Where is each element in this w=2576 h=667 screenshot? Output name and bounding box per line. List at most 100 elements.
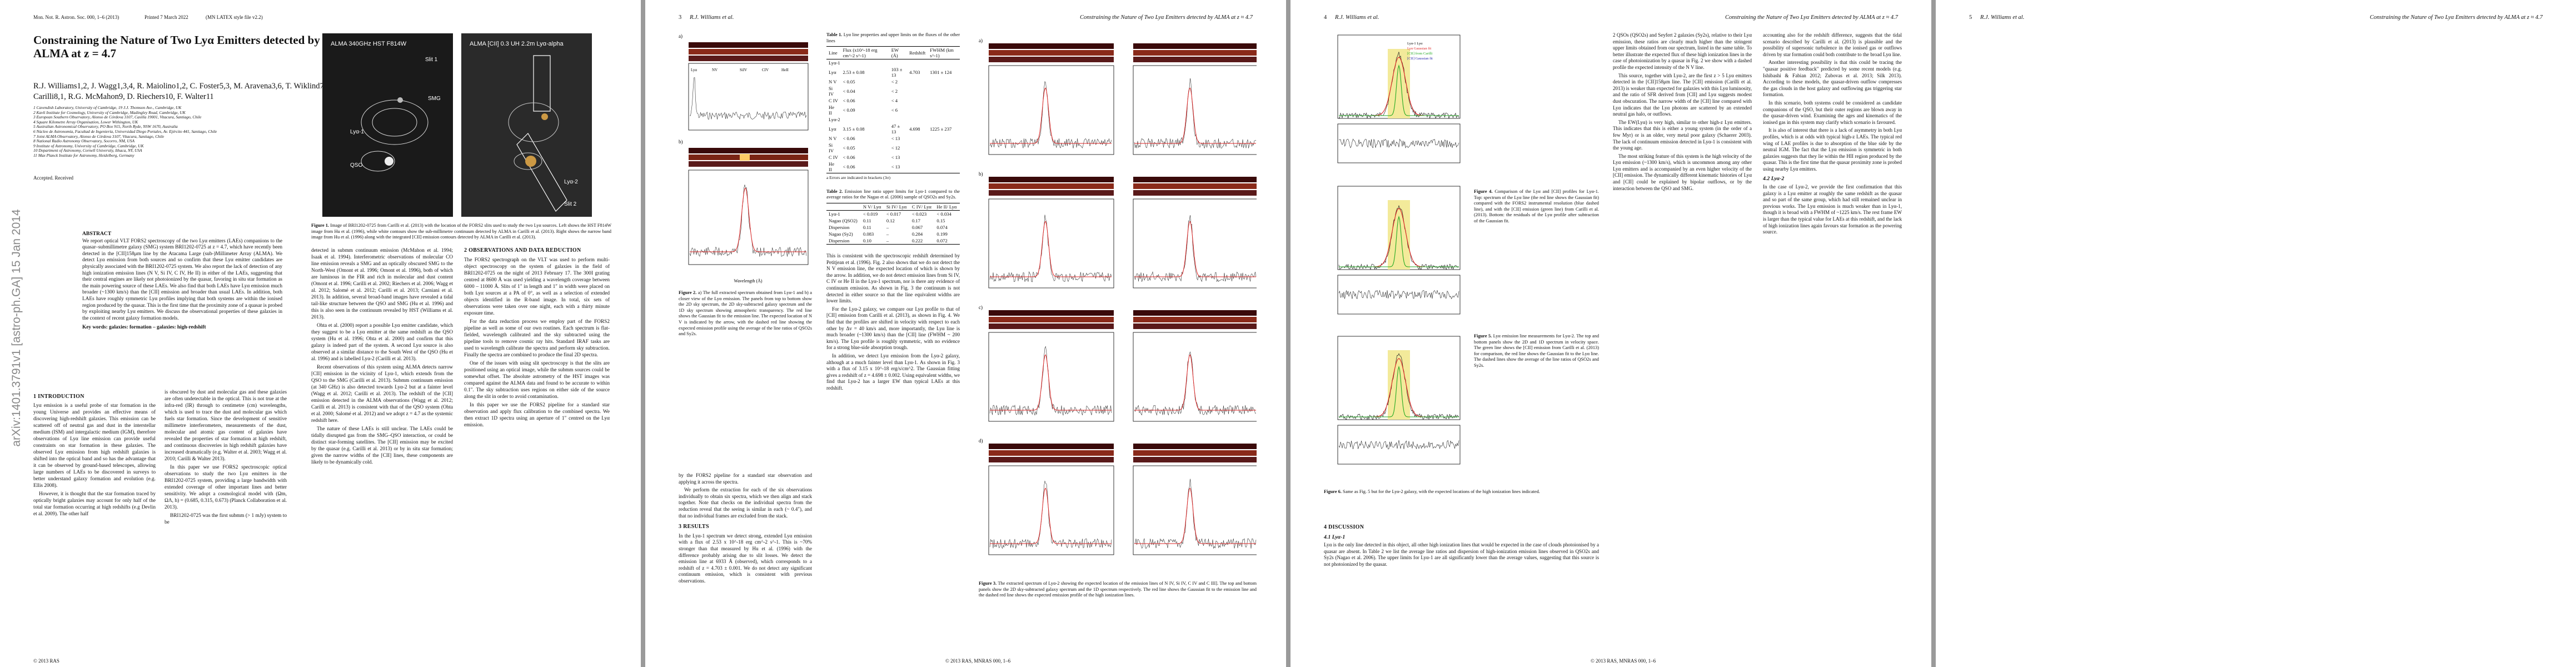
spectrum-1d-line bbox=[989, 346, 1112, 416]
fig2-panel-b: b) bbox=[679, 139, 683, 145]
spectrum-2d-strip bbox=[1133, 177, 1258, 182]
table-1: Table 1. Lyα line properties and upper l… bbox=[826, 32, 960, 245]
spectrum-2d-strip bbox=[1133, 457, 1258, 462]
cii-line bbox=[1339, 215, 1459, 267]
figure-5-caption: Figure 5. Lyα emission line measurements… bbox=[1474, 334, 1600, 368]
discussion-text: Lyα is the only line detected in this ob… bbox=[1324, 542, 1599, 567]
p3-col2-para-2: This source, together with Lyα-2, are th… bbox=[1613, 72, 1752, 117]
p3-col3-para-1: accounting also for the redshift differe… bbox=[1763, 32, 1902, 57]
p3-col2-para-1: 2 QSOs (QSO2s) and Seyfert 2 galaxies (S… bbox=[1613, 32, 1752, 70]
residual-line bbox=[1338, 290, 1459, 300]
spectrum-fit-line bbox=[1134, 87, 1256, 144]
spectrum-1d-line bbox=[1134, 479, 1257, 549]
p2-para-5: We perform the extraction for each of th… bbox=[679, 487, 812, 519]
spectrum-fit-line bbox=[1134, 487, 1256, 544]
paper-title: Constraining the Nature of Two Lyα Emitt… bbox=[33, 33, 320, 60]
intro-para-2: However, it is thought that the star for… bbox=[33, 491, 156, 517]
lya-spectrum-line bbox=[1338, 353, 1459, 420]
figure-5-plot bbox=[1337, 186, 1461, 315]
spectrum-2d-strip bbox=[1133, 323, 1258, 329]
fig1-label-qso: QSO bbox=[350, 162, 362, 168]
p3-col2-para-3: The EW(Lyα) is very high, similar to oth… bbox=[1613, 119, 1752, 151]
lya-spectrum-line bbox=[1338, 52, 1459, 120]
spectrum-2d-strip bbox=[989, 50, 1114, 56]
spectrum-2d-strip bbox=[1133, 50, 1258, 56]
cii-line bbox=[1339, 365, 1459, 417]
fig2-line-lya: Lyα bbox=[691, 68, 697, 72]
figure-3-spectra: a) b) c) d) bbox=[979, 38, 1114, 555]
spectrum-2d-strip bbox=[1133, 190, 1258, 196]
spectrum-2d-strip bbox=[989, 183, 1114, 189]
legend-cii: [CII] from Carilli bbox=[1407, 52, 1433, 56]
figure-4-caption: Figure 4. Comparison of the Lyα and [CII… bbox=[1474, 189, 1600, 223]
fig2-panel-a: a) bbox=[679, 33, 682, 39]
results-text: In the Lyα-1 spectrum we detect strong, … bbox=[679, 532, 812, 584]
page-header: 5 R.J. Williams et al. Constraining the … bbox=[1969, 14, 2543, 23]
p3-col2-para-4: The most striking feature of this system… bbox=[1613, 153, 1752, 191]
p1-col3: detected in submm continuum emission (Mc… bbox=[311, 247, 453, 466]
page-number: 3 bbox=[679, 14, 682, 21]
keywords: Key words: galaxies: formation – galaxie… bbox=[82, 325, 206, 331]
spectrum-2d-strip bbox=[1133, 444, 1258, 449]
obs-para-4: In this paper we use the FORS2 pipeline … bbox=[464, 402, 610, 428]
journal-line: Mon. Not. R. Astron. Soc. 000, 1–6 (2013… bbox=[33, 14, 119, 20]
p2-para-4: by the FORS2 pipeline for a standard sta… bbox=[679, 472, 812, 485]
title-block: Constraining the Nature of Two Lyα Emitt… bbox=[33, 33, 611, 181]
spectrum-1d-line bbox=[1134, 351, 1257, 416]
cii-line bbox=[1339, 64, 1459, 116]
accepted-line: Accepted. Received bbox=[33, 175, 73, 181]
fig2-line-civ: CIV bbox=[762, 68, 769, 72]
printed-date: Printed 7 March 2022 bbox=[145, 14, 188, 20]
affiliations: 1 Cavendish Laboratory, University of Ca… bbox=[33, 105, 217, 158]
page-3: 4 R.J. Williams et al. Constraining the … bbox=[1291, 0, 1931, 667]
p3-col2: 2 QSOs (QSO2s) and Seyfert 2 galaxies (S… bbox=[1613, 32, 1752, 192]
page-number: 5 bbox=[1969, 14, 1972, 21]
figure-2-spectra: a) Lyα NV SiIV CIV HeII b) Wavelength (Å… bbox=[679, 33, 809, 283]
spectrum-1d-frame bbox=[1133, 332, 1259, 422]
p1-col3-para-4: The nature of these LAEs is still unclea… bbox=[311, 426, 453, 465]
obs-heading: 2 OBSERVATIONS AND DATA REDUCTION bbox=[464, 247, 581, 253]
fig2-line-heii: HeII bbox=[781, 68, 789, 72]
table-1-caption: Table 1. Lyα line properties and upper l… bbox=[826, 32, 960, 43]
figure-4-plot: Lyα-1 Lyα Lyα Gaussian fit [CII] from Ca… bbox=[1337, 34, 1461, 163]
fig1-label-lya1: Lyα-1 bbox=[350, 129, 364, 135]
obs-para-2: For the data reduction process we employ… bbox=[464, 319, 610, 358]
page-number: 4 bbox=[1324, 14, 1327, 21]
spectrum-1d-line bbox=[1134, 215, 1257, 282]
discussion: 4 DISCUSSION 4.1 Lyα-1 Lyα is the only l… bbox=[1324, 520, 1599, 568]
fig1-left-label: ALMA 340GHz HST F814W bbox=[331, 41, 407, 47]
fig1-label-slit2: Slit 2 bbox=[564, 201, 577, 207]
figure-6 bbox=[1324, 334, 1463, 481]
fig2-xlabel: Wavelength (Å) bbox=[734, 278, 762, 283]
fig3-panel-label: c) bbox=[979, 305, 983, 310]
p2-para-1: This is consistent with the spectroscopi… bbox=[826, 253, 960, 304]
page-2: 3 R.J. Williams et al. Constraining the … bbox=[645, 0, 1286, 667]
figure-1: ALMA 340GHz HST F814W ALMA [CII] 0.3 UH … bbox=[311, 33, 611, 241]
table-2-caption: Table 2. Emission line ratio upper limit… bbox=[826, 188, 960, 200]
spectrum-1d-frame bbox=[988, 465, 1114, 555]
p3-col3: accounting also for the redshift differe… bbox=[1763, 32, 1902, 236]
spectrum-2d-strip bbox=[989, 190, 1114, 196]
spectrum-2d-strip bbox=[989, 177, 1114, 182]
figure-6-plot bbox=[1337, 336, 1461, 465]
intro-para-1: Lyα emission is a useful probe of star f… bbox=[33, 403, 156, 489]
spectrum-2d-strip bbox=[989, 310, 1114, 316]
legend-lya: Lyα-1 Lyα bbox=[1407, 42, 1423, 46]
spectrum-1d-line bbox=[1134, 78, 1257, 149]
abstract-text: We report optical VLT FORS2 spectroscopy… bbox=[82, 238, 282, 321]
running-head-right: Constraining the Nature of Two Lyα Emitt… bbox=[2370, 14, 2543, 21]
footer-text: © 2013 RAS, MNRAS 000, 1–6 bbox=[1591, 658, 1656, 664]
lya2-text: In the case of Lyα-2, we provide the fir… bbox=[1763, 184, 1902, 235]
residual-frame bbox=[1337, 425, 1461, 465]
residual-line bbox=[1338, 138, 1459, 148]
intro-heading: 1 INTRODUCTION bbox=[33, 394, 84, 400]
p1-col4: 2 OBSERVATIONS AND DATA REDUCTION The FO… bbox=[464, 247, 610, 429]
p3-col3-para-2: Another interesting possibility is that … bbox=[1763, 59, 1902, 98]
cii-shaded-region bbox=[1388, 350, 1410, 420]
intro-para-4: In this paper we use FORS2 spectroscopic… bbox=[165, 465, 287, 510]
spectrum-2d-strip bbox=[989, 450, 1114, 456]
p3-col3-para-3: In this scenario, both systems could be … bbox=[1763, 99, 1902, 125]
spectrum-2d-strip bbox=[989, 323, 1114, 329]
spectrum-2d-strip bbox=[1133, 183, 1258, 189]
spectrum-1d-line bbox=[989, 81, 1112, 148]
